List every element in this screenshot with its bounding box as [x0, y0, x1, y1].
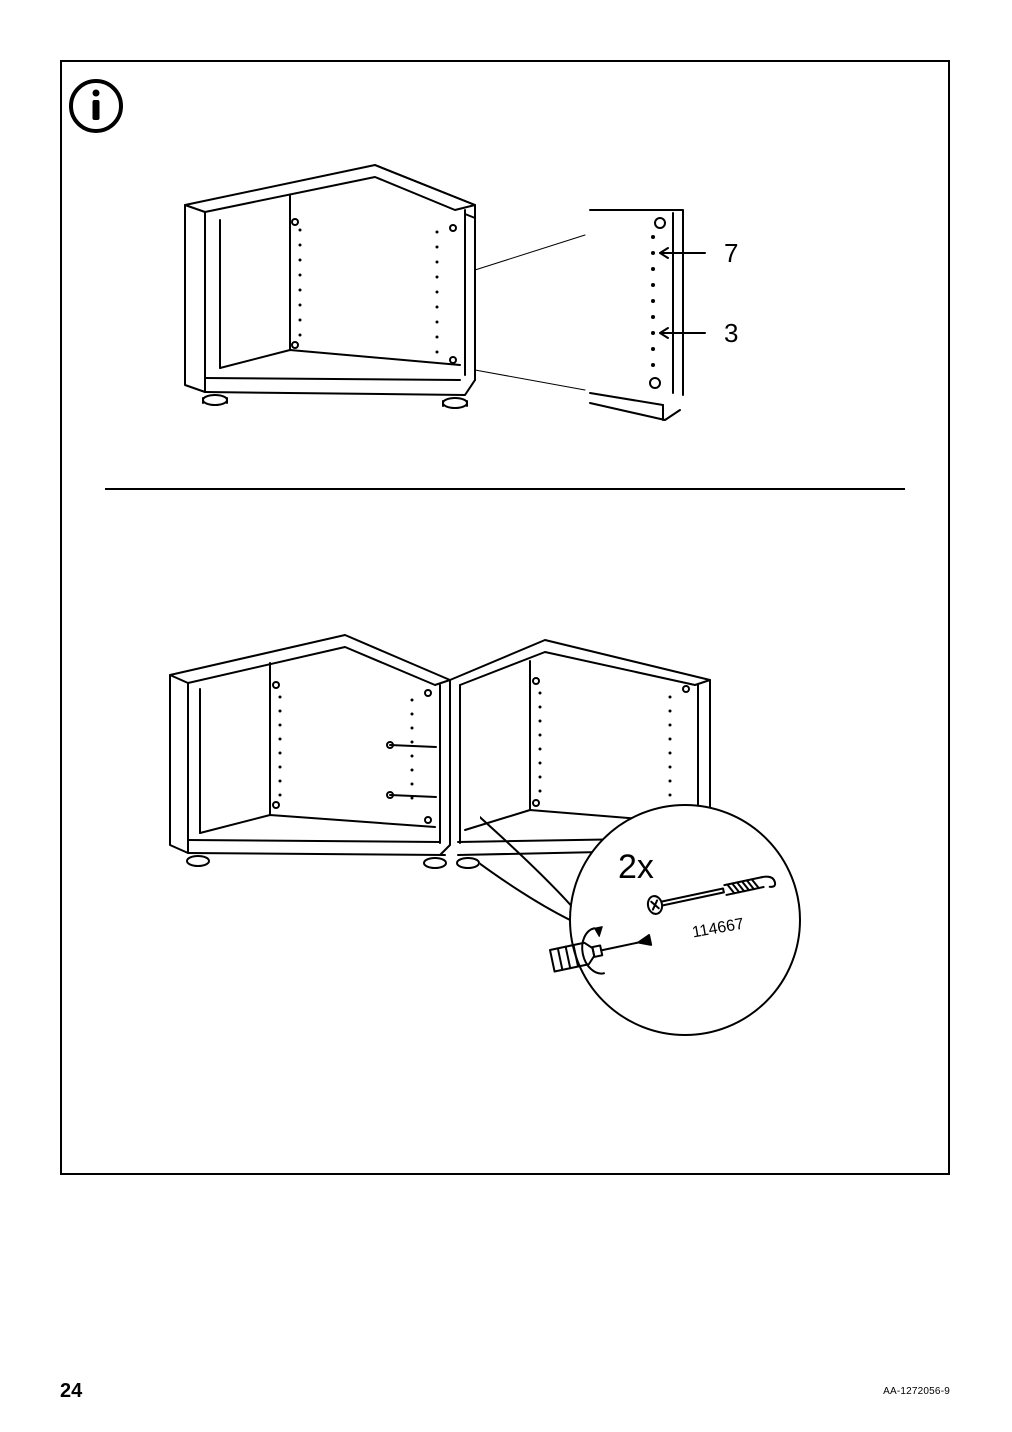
hole-callout-detail	[575, 205, 775, 430]
document-reference: AA-1272056-9	[883, 1386, 950, 1397]
page: 7 3	[0, 0, 1012, 1432]
section-divider	[105, 488, 905, 490]
info-icon	[68, 78, 124, 134]
fastener-callout	[480, 800, 860, 1040]
callout-label-7: 7	[724, 238, 738, 269]
callout-label-3: 3	[724, 318, 738, 349]
page-number: 24	[60, 1380, 82, 1403]
fastener-quantity-label: 2x	[618, 848, 654, 887]
